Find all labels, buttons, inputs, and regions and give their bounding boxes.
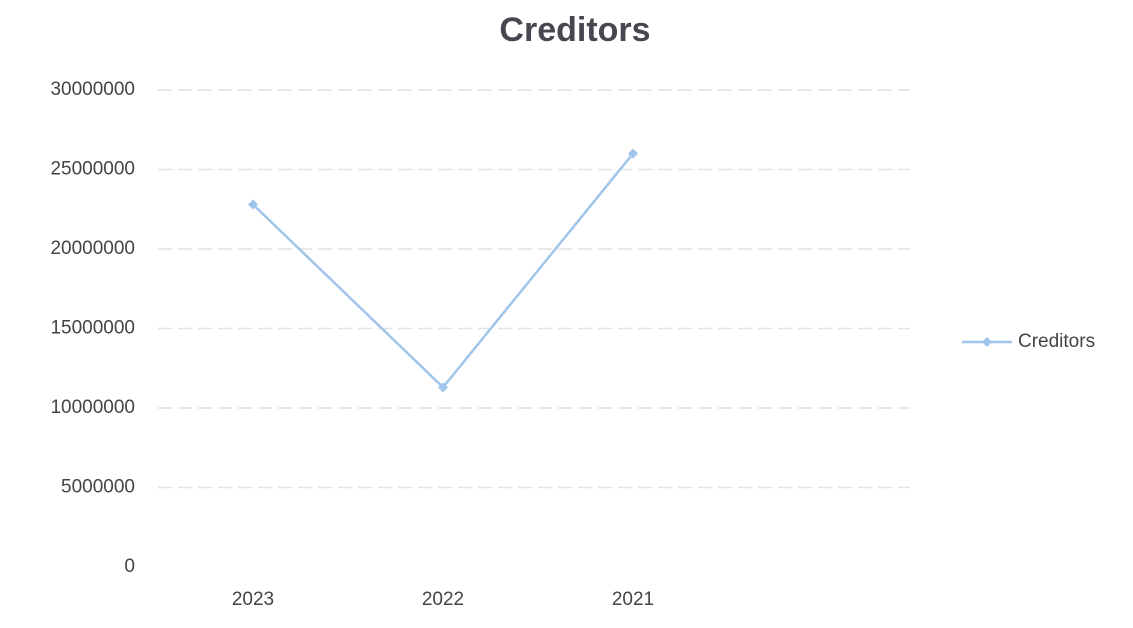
y-tick-label: 25000000 (50, 159, 135, 180)
point (438, 382, 448, 393)
x-tick-label: 2023 (232, 589, 274, 610)
point (248, 199, 258, 210)
legend-label: Creditors (1018, 331, 1095, 352)
chart-title: Creditors (499, 11, 650, 49)
y-tick-label: 15000000 (50, 318, 135, 339)
y-tick-label: 20000000 (50, 238, 135, 259)
y-tick-label: 10000000 (50, 397, 135, 418)
line-series (252, 152, 634, 390)
x-tick-label: 2022 (422, 589, 464, 610)
y-tick-label: 0 (124, 556, 135, 577)
y-tick-label: 30000000 (50, 79, 135, 100)
x-tick-label: 2021 (612, 589, 654, 610)
point (628, 148, 638, 159)
y-tick-label: 5000000 (61, 477, 135, 498)
legend-marker (982, 337, 992, 347)
